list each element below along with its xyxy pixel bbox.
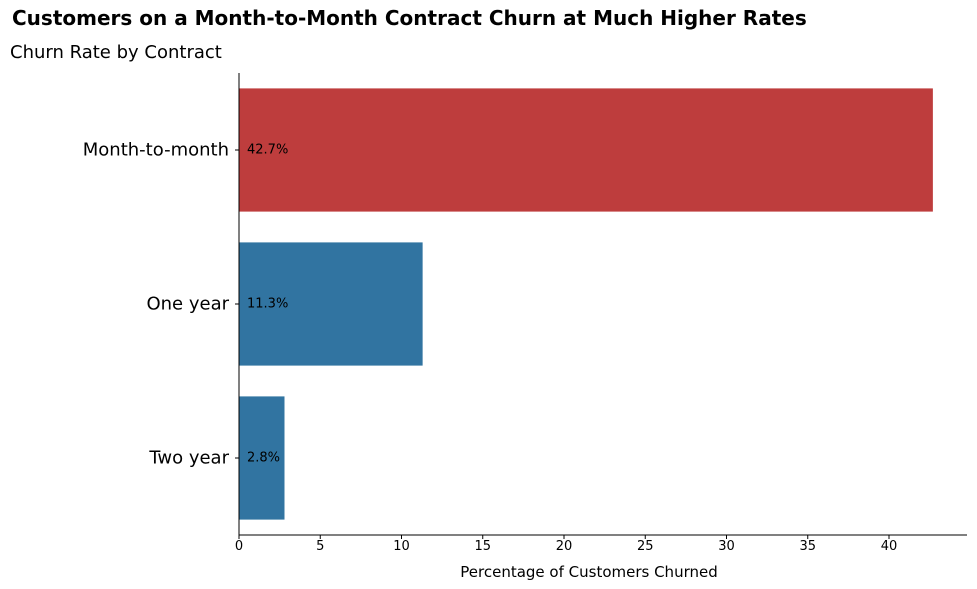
x-axis-label: Percentage of Customers Churned bbox=[460, 563, 717, 581]
axes-layer bbox=[235, 73, 967, 539]
x-tick-label: 30 bbox=[718, 539, 735, 554]
bar-one-year bbox=[239, 242, 423, 366]
data-label: 2.8% bbox=[247, 451, 280, 466]
y-tick-label: One year bbox=[146, 294, 229, 315]
x-tick-label: 15 bbox=[474, 539, 491, 554]
chart-title: Churn Rate by Contract bbox=[10, 42, 222, 63]
bars-layer bbox=[239, 88, 933, 520]
y-tick-label: Month-to-month bbox=[83, 140, 229, 161]
labels-layer: Month-to-month 42.7% One year 11.3% Two year… bbox=[83, 140, 898, 555]
x-tick-label: 0 bbox=[235, 539, 243, 554]
bar-month-to-month bbox=[239, 88, 933, 212]
chart-suptitle: Customers on a Month-to-Month Contract C… bbox=[12, 6, 807, 30]
data-label: 42.7% bbox=[247, 143, 288, 158]
bar-two-year bbox=[239, 396, 285, 520]
x-tick-label: 40 bbox=[881, 539, 898, 554]
data-label: 11.3% bbox=[247, 297, 288, 312]
x-tick-label: 20 bbox=[556, 539, 573, 554]
x-tick-label: 10 bbox=[393, 539, 410, 554]
y-tick-label: Two year bbox=[148, 448, 229, 469]
x-tick-label: 5 bbox=[316, 539, 324, 554]
x-tick-label: 25 bbox=[637, 539, 654, 554]
x-tick-label: 35 bbox=[799, 539, 816, 554]
